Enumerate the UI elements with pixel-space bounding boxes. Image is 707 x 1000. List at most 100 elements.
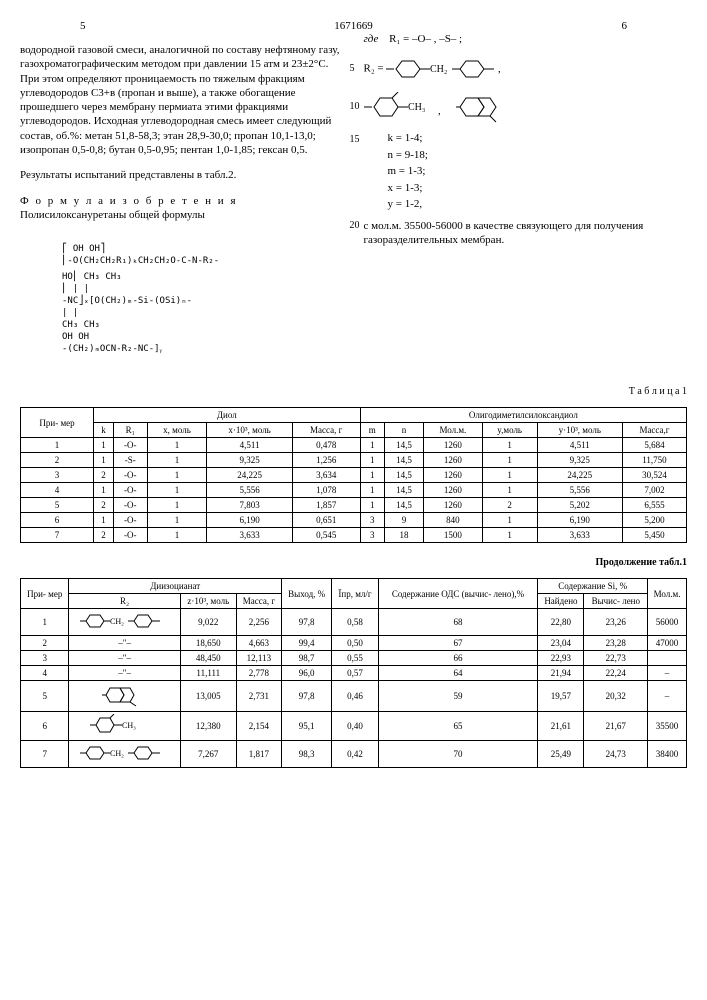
table-cell: -O- xyxy=(113,528,147,543)
table-row: 6CH₃12,3802,15495,10,406521,6121,6735500 xyxy=(21,712,687,741)
svg-text:OH OH: OH OH xyxy=(62,332,89,342)
table-cell: 18,650 xyxy=(180,636,236,651)
table-cell: 1,857 xyxy=(292,498,360,513)
table-cell: 59 xyxy=(378,681,538,712)
svg-text:CH₂: CH₂ xyxy=(110,617,124,626)
table-cell: 14,5 xyxy=(384,483,423,498)
table-row: 72-O-13,6330,545318150013,6335,450 xyxy=(21,528,687,543)
table-row: 7CH₂7,2671,81798,30,427025,4924,7338400 xyxy=(21,741,687,768)
table-cell xyxy=(69,681,180,712)
table-cell: 1 xyxy=(360,468,384,483)
th-ymol: y,моль xyxy=(482,423,537,438)
table-cell: 65 xyxy=(378,712,538,741)
table-cell: 5 xyxy=(21,498,94,513)
table-cell: 5,556 xyxy=(207,483,292,498)
thb-massg: Масса, г xyxy=(236,594,281,609)
svg-text:CH₃ CH₃: CH₃ CH₃ xyxy=(62,320,100,330)
table-row: 32-O-124,2253,634114,51260124,22530,524 xyxy=(21,468,687,483)
table-cell: 95,1 xyxy=(281,712,332,741)
table-cell: 23,04 xyxy=(538,636,584,651)
svg-text:,: , xyxy=(498,63,501,75)
table-cell: 22,80 xyxy=(538,609,584,636)
table-cell: CH₂ xyxy=(69,741,180,768)
line-mark-20: 20 xyxy=(350,219,360,232)
svg-text:,: , xyxy=(438,105,441,117)
table-cell: 2 xyxy=(482,498,537,513)
table-cell: 4,663 xyxy=(236,636,281,651)
table-cell: 22,93 xyxy=(538,651,584,666)
table-cell: 1 xyxy=(94,453,114,468)
table-cell: 24,225 xyxy=(537,468,622,483)
table-cell: -O- xyxy=(113,498,147,513)
table-cell: 1 xyxy=(482,438,537,453)
th-primer: При- мер xyxy=(21,408,94,438)
svg-text:| |: | | xyxy=(62,308,78,318)
table-cell: 96,0 xyxy=(281,666,332,681)
table-cell: 2 xyxy=(94,528,114,543)
page-left: 5 xyxy=(80,20,86,32)
table-cell: 0,478 xyxy=(292,438,360,453)
svg-text:CH₃: CH₃ xyxy=(122,721,136,730)
table-cell: –"– xyxy=(69,651,180,666)
table-cell: 6 xyxy=(21,712,69,741)
table-cell: 1 xyxy=(21,609,69,636)
table-row: 2–"–18,6504,66399,40,506723,0423,2847000 xyxy=(21,636,687,651)
table-cell: 11,111 xyxy=(180,666,236,681)
table-cell: 5,450 xyxy=(622,528,686,543)
th-odms: Олигодиметилсилоксандиол xyxy=(360,408,686,423)
thb-diiso: Диизоцианат xyxy=(69,579,281,594)
table-cell: 6,555 xyxy=(622,498,686,513)
para-2: Результаты испытаний представлены в табл… xyxy=(20,168,344,182)
table-cell: 1 xyxy=(482,468,537,483)
table-cell: 5,684 xyxy=(622,438,686,453)
table-cell: 3,633 xyxy=(537,528,622,543)
thb-vyhod: Выход, % xyxy=(281,579,332,609)
table-cell: 1,817 xyxy=(236,741,281,768)
table-cell: 14,5 xyxy=(384,498,423,513)
table-cell: 2 xyxy=(94,468,114,483)
svg-text:CH₃: CH₃ xyxy=(408,102,425,113)
th-xmol: x, моль xyxy=(147,423,207,438)
table-cell: 21,61 xyxy=(538,712,584,741)
table-cell: CH₂ xyxy=(69,609,180,636)
table-cell: 1260 xyxy=(424,453,482,468)
table-cell: 7 xyxy=(21,528,94,543)
table-row: 41-O-15,5561,078114,5126015,5567,002 xyxy=(21,483,687,498)
table-cell: 3,633 xyxy=(207,528,292,543)
th-y103: y·10³, моль xyxy=(537,423,622,438)
table-row: 11-O-14,5110,478114,5126014,5115,684 xyxy=(21,438,687,453)
table-cell: 2,778 xyxy=(236,666,281,681)
table-cell: 5,200 xyxy=(622,513,686,528)
thb-ods: Содержание ОДС (вычис- лено),% xyxy=(378,579,538,609)
table-cell: 97,8 xyxy=(281,609,332,636)
table-cell: 47000 xyxy=(648,636,687,651)
table-cell: 7 xyxy=(21,741,69,768)
table-cell: 20,32 xyxy=(584,681,648,712)
table-cell: 1 xyxy=(21,438,94,453)
table-cell: 5 xyxy=(21,681,69,712)
right-column: где R₁ = –O– , –S– ; 5 R₂ = CH₂ , 10 xyxy=(364,32,688,372)
table-cell: 5,202 xyxy=(537,498,622,513)
thb-ipr: Īпр, мл/г xyxy=(332,579,378,609)
table-cell: 6,190 xyxy=(537,513,622,528)
table-cell: 3 xyxy=(360,513,384,528)
table-cell: 3 xyxy=(21,651,69,666)
table-cell: 3 xyxy=(21,468,94,483)
thb-r2: R₂ xyxy=(69,594,180,609)
th-massg: Масса, г xyxy=(292,423,360,438)
table-cell: -O- xyxy=(113,468,147,483)
table-cell: 1 xyxy=(147,528,207,543)
table-cell: 2 xyxy=(21,636,69,651)
table-cell: 1 xyxy=(360,453,384,468)
table-cell: 0,651 xyxy=(292,513,360,528)
table-row: 61-O-16,1900,6513984016,1905,200 xyxy=(21,513,687,528)
svg-text:⎢ | |: ⎢ | | xyxy=(62,282,89,294)
table-cell: 1 xyxy=(360,438,384,453)
th-k: k xyxy=(94,423,114,438)
table-cell: 6 xyxy=(21,513,94,528)
table-cell: 48,450 xyxy=(180,651,236,666)
table-row: 52-O-17,8031,857114,5126025,2026,555 xyxy=(21,498,687,513)
r2-naphthyl-icon xyxy=(456,90,516,124)
table-cell: 23,28 xyxy=(584,636,648,651)
table-cell: 1 xyxy=(147,483,207,498)
